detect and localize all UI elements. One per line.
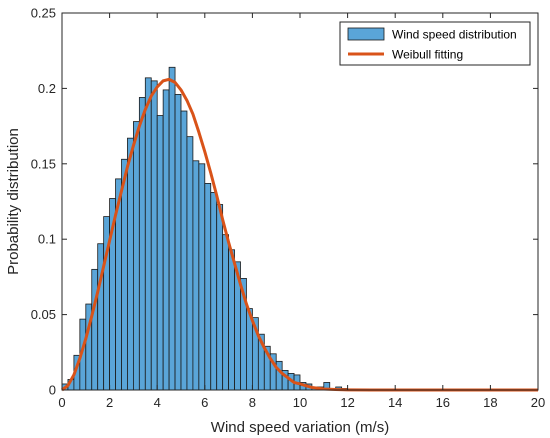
x-tick-label: 14: [388, 395, 402, 410]
x-tick-label: 8: [249, 395, 256, 410]
y-tick-label: 0: [49, 383, 56, 398]
histogram-bar: [180, 110, 188, 391]
x-tick-label: 16: [436, 395, 450, 410]
histogram-bar: [186, 136, 194, 391]
x-tick-label: 0: [58, 395, 65, 410]
legend-label-weibull: Weibull fitting: [392, 48, 463, 62]
y-tick-label: 0.25: [31, 6, 56, 21]
histogram-bar: [150, 80, 158, 391]
histogram-bar: [138, 97, 146, 391]
weibull-fit-line: [61, 77, 538, 392]
histogram-bar: [168, 66, 176, 391]
histogram-bar: [121, 158, 128, 391]
legend-swatch-histogram: [347, 27, 385, 41]
histogram-bar: [174, 94, 182, 391]
legend: Wind speed distribution Weibull fitting: [339, 21, 531, 66]
x-tick-label: 2: [106, 395, 113, 410]
x-tick-label: 20: [531, 395, 545, 410]
y-tick-label: 0.1: [38, 232, 56, 247]
histogram-bar: [228, 249, 235, 391]
x-tick-label: 12: [340, 395, 354, 410]
histogram-bar: [144, 77, 152, 391]
x-axis-ticks: 0 2 4 6 8 10 12 14 16 18 20: [58, 13, 545, 410]
y-axis-ticks: 0 0.05 0.1 0.15 0.2 0.25: [31, 6, 538, 398]
y-tick-label: 0.05: [31, 307, 56, 322]
histogram-bar: [91, 268, 99, 391]
histogram-bar: [222, 234, 229, 391]
legend-label-histogram: Wind speed distribution: [392, 28, 517, 42]
x-tick-label: 18: [483, 395, 497, 410]
histogram-bar: [132, 121, 140, 391]
x-tick-label: 4: [154, 395, 161, 410]
y-axis-title: Probability distribution: [5, 128, 22, 275]
histogram-bar: [204, 183, 212, 391]
histogram-bar: [210, 192, 218, 391]
y-tick-label: 0.2: [38, 81, 56, 96]
y-tick-label: 0.15: [31, 156, 56, 171]
x-axis-title: Wind speed variation (m/s): [211, 419, 389, 436]
histogram-bar: [162, 89, 170, 391]
histogram-bar: [192, 160, 200, 391]
histogram-bar: [275, 360, 283, 391]
x-tick-label: 10: [293, 395, 307, 410]
histogram-bar: [216, 204, 224, 391]
histogram-bar: [198, 163, 206, 391]
x-tick-label: 6: [201, 395, 208, 410]
histogram-bar: [127, 137, 134, 391]
histogram-bar: [156, 115, 164, 391]
